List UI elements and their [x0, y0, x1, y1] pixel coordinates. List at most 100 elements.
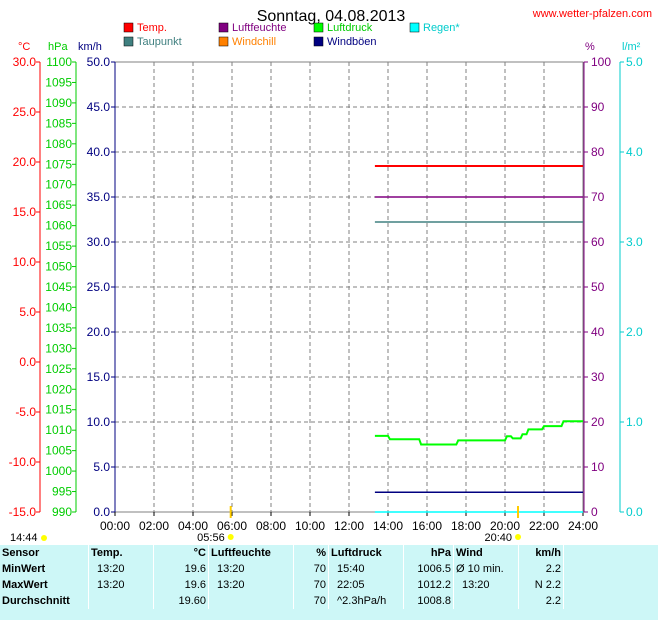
temp-tick-label: 20.0	[13, 155, 37, 169]
header-humidity: Luftfeuchte	[208, 545, 294, 561]
cell: 1006.5	[403, 561, 454, 577]
pressure-tick-label: 995	[52, 485, 72, 499]
x-tick-label: 22:00	[529, 519, 559, 533]
temp-tick-label: -10.0	[9, 455, 37, 469]
cell: 13:20	[88, 577, 154, 593]
legend-label: Windchill	[232, 36, 276, 48]
wind-tick-label: 15.0	[87, 370, 111, 384]
pressure-tick-label: 990	[52, 505, 72, 519]
wind-tick-label: 20.0	[87, 325, 111, 339]
temp-tick-label: 5.0	[19, 305, 36, 319]
pressure-tick-label: 1060	[45, 219, 72, 233]
stats-row-max: MaxWert 13:20 19.6 13:20 70 22:05 1012.2…	[0, 577, 648, 593]
legend-swatch	[218, 36, 229, 47]
x-tick-label: 06:00	[217, 519, 247, 533]
cell: 13:20	[208, 561, 294, 577]
legend-swatch	[313, 22, 324, 33]
chart-title: Sonntag, 04.08.2013	[257, 8, 406, 25]
pressure-tick-label: 1025	[45, 362, 72, 376]
sun-markers: 05:56 20:40 14:44	[10, 506, 521, 544]
x-tick-label: 24:00	[568, 519, 598, 533]
wind-tick-label: 5.0	[93, 460, 110, 474]
filler	[564, 577, 649, 593]
header-wind-unit: km/h	[518, 545, 564, 561]
filler	[564, 593, 649, 609]
wind-tick-label: 45.0	[87, 100, 111, 114]
cell: 2.2	[518, 561, 564, 577]
legend-label: Luftdruck	[327, 22, 373, 34]
wind-tick-label: 25.0	[87, 280, 111, 294]
cell: 19.60	[153, 593, 209, 609]
cell: 2.2	[518, 593, 564, 609]
window-start-sun-icon	[41, 535, 47, 541]
cell: 13:20	[208, 577, 294, 593]
rain-tick-label: 3.0	[626, 235, 643, 249]
legend-swatch	[409, 22, 420, 33]
chart-axes: 30.0 25.0 20.0 15.0 10.0 5.0 0.0 -5.0 -10.0 -15.0…	[9, 55, 643, 533]
cell: 19.6	[153, 561, 209, 577]
stats-panel: Sensor Temp. °C Luftfeuchte % Luftdruck …	[0, 545, 658, 620]
temp-tick-label: 15.0	[13, 205, 37, 219]
temp-tick-label: 10.0	[13, 255, 37, 269]
humidity-tick-label: 0	[591, 505, 598, 519]
pressure-unit-label: hPa	[48, 41, 68, 53]
filler	[564, 561, 649, 577]
temp-tick-label: -15.0	[9, 505, 37, 519]
pressure-tick-label: 1040	[45, 300, 72, 314]
sunset-sun-icon	[515, 534, 521, 540]
humidity-tick-label: 50	[591, 280, 605, 294]
header-humidity-unit: %	[293, 545, 329, 561]
humidity-tick-label: 30	[591, 370, 605, 384]
humidity-unit-label: %	[585, 41, 595, 53]
stats-header-row: Sensor Temp. °C Luftfeuchte % Luftdruck …	[0, 545, 648, 561]
chart-series	[374, 165, 583, 513]
pressure-tick-label: 1080	[45, 137, 72, 151]
temp-tick-label: 0.0	[19, 355, 36, 369]
cell: 13:20	[88, 561, 154, 577]
cell: N 2.2	[518, 577, 564, 593]
humidity-tick-label: 60	[591, 235, 605, 249]
cell: 1012.2	[403, 577, 454, 593]
sunset-time-label: 20:40	[484, 532, 512, 544]
wind-tick-label: 35.0	[87, 190, 111, 204]
wind-tick-label: 30.0	[87, 235, 111, 249]
pressure-tick-label: 1055	[45, 239, 72, 253]
legend-label: Regen*	[423, 22, 460, 34]
pressure-tick-label: 1030	[45, 341, 72, 355]
pressure-tick-label: 1000	[45, 464, 72, 478]
rain-tick-label: 1.0	[626, 415, 643, 429]
rain-tick-label: 5.0	[626, 55, 643, 69]
legend-label: Windböen	[327, 36, 377, 48]
x-tick-label: 04:00	[178, 519, 208, 533]
x-tick-label: 00:00	[100, 519, 130, 533]
pressure-tick-label: 1005	[45, 444, 72, 458]
header-pressure-unit: hPa	[403, 545, 454, 561]
temp-unit-label: °C	[18, 41, 30, 53]
row-label: MinWert	[0, 561, 89, 577]
site-url[interactable]: www.wetter-pfalzen.com	[532, 8, 652, 20]
legend-label: Luftfeuchte	[232, 22, 286, 34]
header-wind: Wind	[453, 545, 519, 561]
wind-tick-label: 10.0	[87, 415, 111, 429]
x-tick-label: 12:00	[334, 519, 364, 533]
humidity-tick-label: 70	[591, 190, 605, 204]
legend-swatch	[123, 22, 134, 33]
pressure-tick-label: 1020	[45, 382, 72, 396]
pressure-tick-label: 1045	[45, 280, 72, 294]
cell: 19.6	[153, 577, 209, 593]
humidity-tick-label: 10	[591, 460, 605, 474]
cell: Ø 10 min.	[453, 561, 519, 577]
x-tick-label: 18:00	[451, 519, 481, 533]
x-tick-label: 20:00	[490, 519, 520, 533]
weather-chart: Sonntag, 04.08.2013 www.wetter-pfalzen.c…	[9, 8, 652, 544]
pressure-tick-label: 1100	[46, 55, 72, 69]
humidity-tick-label: 90	[591, 100, 605, 114]
cell	[453, 593, 519, 609]
stats-row-avg: Durchschnitt 19.60 70 ^2.3hPa/h 1008.8 2…	[0, 593, 648, 609]
sunrise-time-label: 05:56	[197, 532, 225, 544]
temp-tick-label: 25.0	[13, 105, 37, 119]
pressure-tick-label: 1065	[45, 198, 72, 212]
temp-tick-label: 30.0	[13, 55, 37, 69]
cell: 15:40	[328, 561, 404, 577]
series-luftdruck-line	[374, 420, 583, 446]
